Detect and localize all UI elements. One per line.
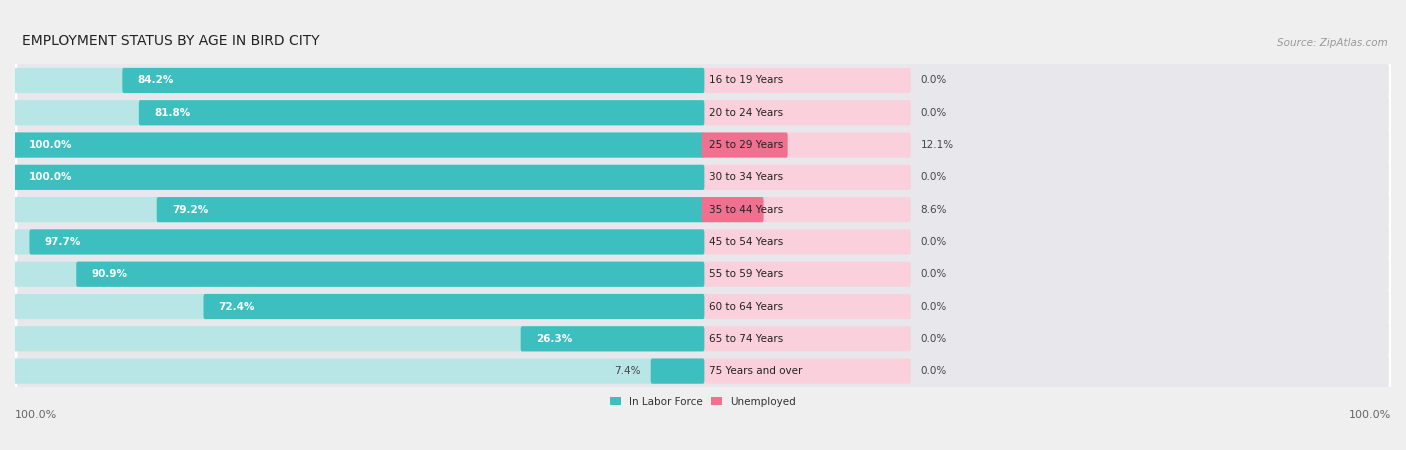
Legend: In Labor Force, Unemployed: In Labor Force, Unemployed: [606, 393, 800, 411]
FancyBboxPatch shape: [204, 294, 704, 319]
FancyBboxPatch shape: [14, 165, 704, 190]
FancyBboxPatch shape: [651, 359, 704, 384]
FancyBboxPatch shape: [14, 326, 704, 351]
Text: 84.2%: 84.2%: [138, 76, 174, 86]
FancyBboxPatch shape: [702, 197, 911, 222]
FancyBboxPatch shape: [17, 128, 1389, 162]
Text: 65 to 74 Years: 65 to 74 Years: [709, 334, 783, 344]
Text: 60 to 64 Years: 60 to 64 Years: [709, 302, 783, 311]
FancyBboxPatch shape: [122, 68, 704, 93]
Text: 0.0%: 0.0%: [921, 302, 946, 311]
FancyBboxPatch shape: [702, 132, 911, 157]
FancyBboxPatch shape: [14, 230, 704, 255]
Text: 25 to 29 Years: 25 to 29 Years: [709, 140, 783, 150]
Text: 0.0%: 0.0%: [921, 76, 946, 86]
FancyBboxPatch shape: [17, 257, 1389, 291]
FancyBboxPatch shape: [14, 132, 704, 157]
Text: 100.0%: 100.0%: [1348, 410, 1391, 420]
FancyBboxPatch shape: [17, 354, 1389, 388]
Text: 79.2%: 79.2%: [172, 205, 208, 215]
Text: 100.0%: 100.0%: [15, 410, 58, 420]
Text: 35 to 44 Years: 35 to 44 Years: [709, 205, 783, 215]
FancyBboxPatch shape: [14, 68, 704, 93]
FancyBboxPatch shape: [17, 63, 1389, 98]
Text: 55 to 59 Years: 55 to 59 Years: [709, 269, 783, 279]
Text: 72.4%: 72.4%: [219, 302, 254, 311]
FancyBboxPatch shape: [14, 359, 704, 384]
Text: 0.0%: 0.0%: [921, 334, 946, 344]
FancyBboxPatch shape: [14, 165, 704, 190]
Text: 45 to 54 Years: 45 to 54 Years: [709, 237, 783, 247]
Text: 0.0%: 0.0%: [921, 172, 946, 182]
Text: 8.6%: 8.6%: [921, 205, 946, 215]
FancyBboxPatch shape: [702, 68, 911, 93]
Text: 0.0%: 0.0%: [921, 366, 946, 376]
FancyBboxPatch shape: [702, 261, 911, 287]
FancyBboxPatch shape: [14, 197, 704, 222]
Text: 100.0%: 100.0%: [28, 172, 72, 182]
FancyBboxPatch shape: [520, 326, 704, 351]
Text: Source: ZipAtlas.com: Source: ZipAtlas.com: [1278, 38, 1388, 48]
Text: 30 to 34 Years: 30 to 34 Years: [709, 172, 783, 182]
FancyBboxPatch shape: [702, 294, 911, 319]
FancyBboxPatch shape: [702, 359, 911, 384]
Text: 0.0%: 0.0%: [921, 269, 946, 279]
Text: 81.8%: 81.8%: [155, 108, 190, 118]
FancyBboxPatch shape: [30, 230, 704, 255]
FancyBboxPatch shape: [156, 197, 704, 222]
Text: EMPLOYMENT STATUS BY AGE IN BIRD CITY: EMPLOYMENT STATUS BY AGE IN BIRD CITY: [22, 34, 319, 48]
FancyBboxPatch shape: [14, 132, 704, 157]
FancyBboxPatch shape: [17, 96, 1389, 130]
FancyBboxPatch shape: [76, 261, 704, 287]
Text: 26.3%: 26.3%: [536, 334, 572, 344]
Text: 20 to 24 Years: 20 to 24 Years: [709, 108, 783, 118]
FancyBboxPatch shape: [17, 193, 1389, 227]
Text: 97.7%: 97.7%: [45, 237, 82, 247]
FancyBboxPatch shape: [17, 160, 1389, 194]
FancyBboxPatch shape: [702, 197, 763, 222]
Text: 12.1%: 12.1%: [921, 140, 953, 150]
Text: 75 Years and over: 75 Years and over: [709, 366, 801, 376]
FancyBboxPatch shape: [702, 326, 911, 351]
Text: 0.0%: 0.0%: [921, 108, 946, 118]
Text: 16 to 19 Years: 16 to 19 Years: [709, 76, 783, 86]
Text: 90.9%: 90.9%: [91, 269, 128, 279]
Text: 0.0%: 0.0%: [921, 237, 946, 247]
FancyBboxPatch shape: [17, 322, 1389, 356]
FancyBboxPatch shape: [702, 132, 787, 157]
Text: 100.0%: 100.0%: [28, 140, 72, 150]
FancyBboxPatch shape: [17, 289, 1389, 324]
FancyBboxPatch shape: [14, 261, 704, 287]
FancyBboxPatch shape: [17, 225, 1389, 259]
FancyBboxPatch shape: [15, 64, 1391, 387]
FancyBboxPatch shape: [14, 294, 704, 319]
Text: 7.4%: 7.4%: [614, 366, 641, 376]
FancyBboxPatch shape: [139, 100, 704, 126]
FancyBboxPatch shape: [702, 230, 911, 255]
FancyBboxPatch shape: [702, 100, 911, 126]
FancyBboxPatch shape: [702, 165, 911, 190]
FancyBboxPatch shape: [14, 100, 704, 126]
